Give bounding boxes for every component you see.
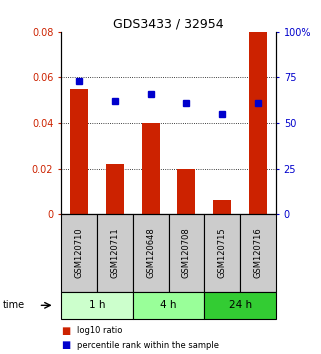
Bar [178,169,195,214]
Text: 1 h: 1 h [89,300,105,310]
Bar [97,214,133,292]
Bar [106,164,124,214]
Bar [70,89,88,214]
Text: percentile rank within the sample: percentile rank within the sample [77,341,219,350]
Bar [204,292,276,319]
Bar [133,214,169,292]
Bar [142,123,160,214]
Text: 4 h: 4 h [160,300,177,310]
Text: GSM120708: GSM120708 [182,228,191,279]
Bar [61,292,133,319]
Text: log10 ratio: log10 ratio [77,326,122,336]
Text: GSM120715: GSM120715 [218,228,227,279]
Text: GSM120648: GSM120648 [146,228,155,279]
Text: GSM120716: GSM120716 [254,228,263,279]
Bar [204,214,240,292]
Bar [249,32,267,214]
Title: GDS3433 / 32954: GDS3433 / 32954 [113,18,224,31]
Text: ■: ■ [61,326,70,336]
Text: GSM120710: GSM120710 [74,228,83,279]
Bar [61,214,97,292]
Bar [169,214,204,292]
Text: ■: ■ [61,340,70,350]
Text: GSM120711: GSM120711 [110,228,119,279]
Text: 24 h: 24 h [229,300,252,310]
Bar [240,214,276,292]
Text: time: time [3,300,25,310]
Bar [213,200,231,214]
Bar [133,292,204,319]
